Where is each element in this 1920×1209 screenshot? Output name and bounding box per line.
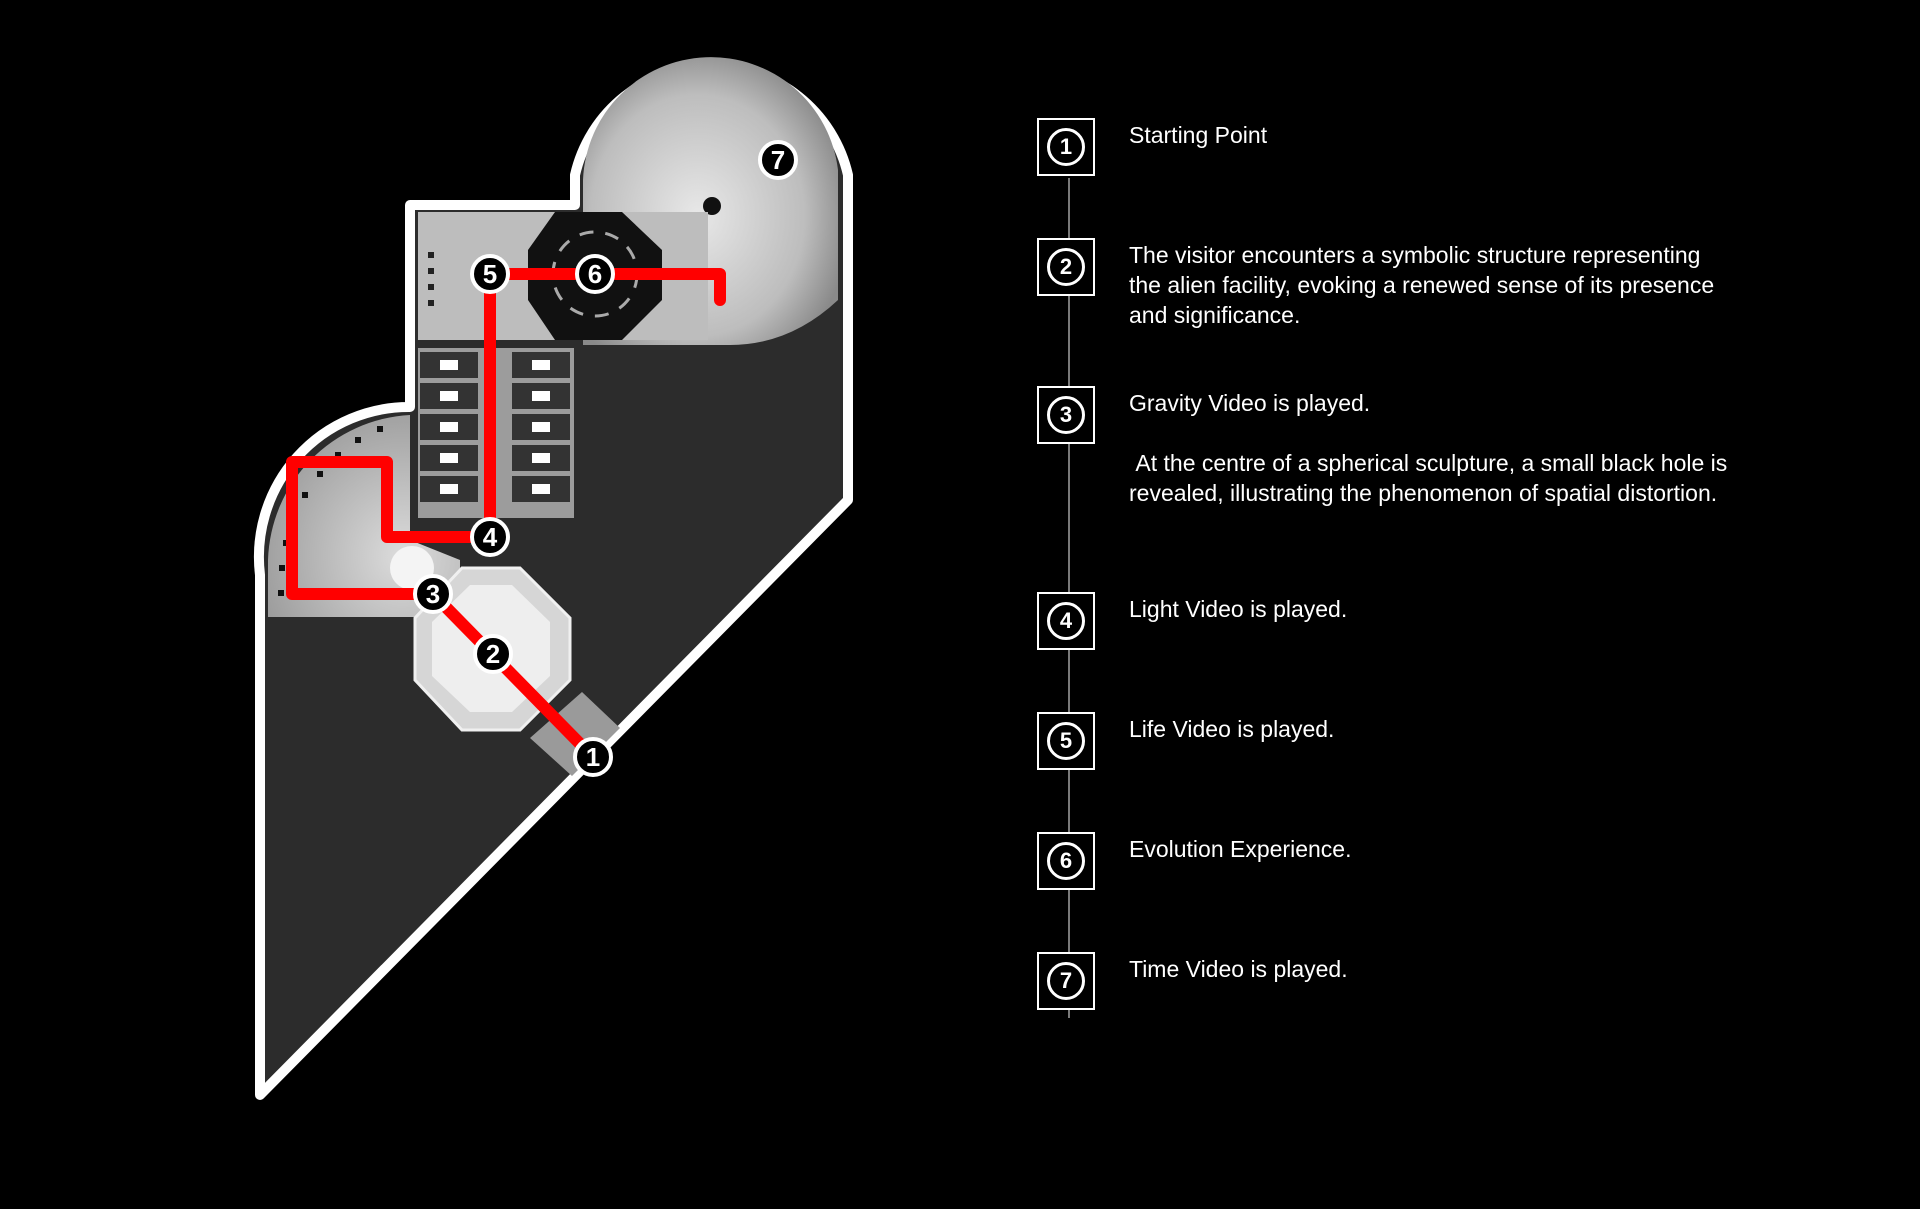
route-marker-7: 7 <box>758 140 798 180</box>
step-description-paragraph: Evolution Experience. <box>1129 836 1352 862</box>
step-description-paragraph: Life Video is played. <box>1129 716 1335 742</box>
step-number-badge: 7 <box>1037 952 1095 1010</box>
route-marker-label: 3 <box>426 579 440 609</box>
route-marker-5: 5 <box>470 254 510 294</box>
gallery-marks <box>428 252 434 306</box>
route-marker-label: 1 <box>586 742 600 772</box>
step-number: 4 <box>1047 602 1085 640</box>
step-description-paragraph: Gravity Video is played. <box>1129 390 1371 416</box>
step-description: Starting Point <box>1129 120 1729 150</box>
step-description: Gravity Video is played. At the centre o… <box>1129 388 1729 508</box>
step-description-paragraph: Light Video is played. <box>1129 596 1348 622</box>
step-number-badge: 4 <box>1037 592 1095 650</box>
route-marker-6: 6 <box>575 254 615 294</box>
legend: 1 Starting Point 2 The visitor encounters a… <box>1037 118 1737 1018</box>
dome-dot <box>703 197 721 215</box>
step-description: The visitor encounters a symbolic struct… <box>1129 240 1729 330</box>
step-number: 5 <box>1047 722 1085 760</box>
route-marker-label: 2 <box>486 639 500 669</box>
route-marker-3: 3 <box>413 574 453 614</box>
step-description-paragraph: Starting Point <box>1129 122 1268 148</box>
route-marker-label: 5 <box>483 259 497 289</box>
step-number: 6 <box>1047 842 1085 880</box>
step-number: 3 <box>1047 396 1085 434</box>
route-marker-label: 4 <box>483 522 498 552</box>
step-number-badge: 2 <box>1037 238 1095 296</box>
step-number-badge: 6 <box>1037 832 1095 890</box>
step-description: Light Video is played. <box>1129 594 1729 624</box>
step-description-paragraph: Time Video is played. <box>1129 956 1348 982</box>
route-marker-2: 2 <box>473 634 513 674</box>
corridor-cells <box>420 352 570 502</box>
route-marker-1: 1 <box>573 737 613 777</box>
route-marker-4: 4 <box>470 517 510 557</box>
step-description-paragraph: The visitor encounters a symbolic struct… <box>1129 242 1715 328</box>
route-marker-label: 7 <box>771 145 785 175</box>
step-description: Evolution Experience. <box>1129 834 1729 864</box>
floor-plan-map: 1 2 3 4 5 6 7 <box>253 57 853 1100</box>
step-description-paragraph: At the centre of a spherical sculpture, … <box>1129 450 1728 506</box>
step-number: 7 <box>1047 962 1085 1000</box>
route-marker-label: 6 <box>588 259 602 289</box>
step-description: Time Video is played. <box>1129 954 1729 984</box>
step-number-badge: 1 <box>1037 118 1095 176</box>
step-number: 1 <box>1047 128 1085 166</box>
step-description: Life Video is played. <box>1129 714 1729 744</box>
step-number-badge: 5 <box>1037 712 1095 770</box>
step-number: 2 <box>1047 248 1085 286</box>
step-number-badge: 3 <box>1037 386 1095 444</box>
